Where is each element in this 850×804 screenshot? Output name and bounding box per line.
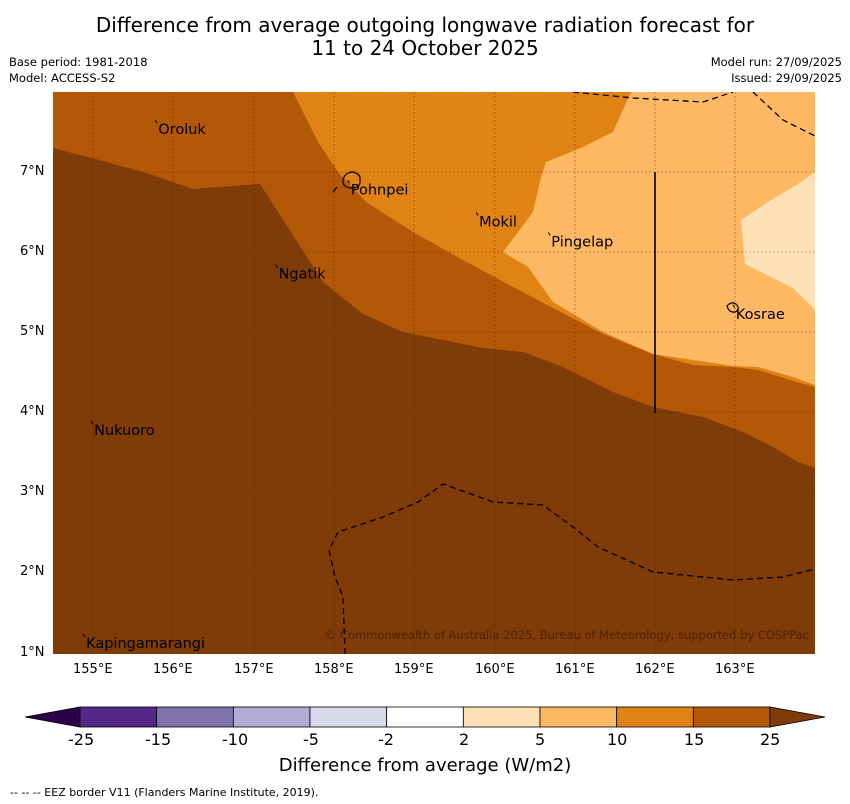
colorbar-tick-label: -25 <box>68 730 95 749</box>
colorbar-high-extend <box>769 706 826 728</box>
place-label-ngatik: Ngatik <box>279 267 327 283</box>
place-labels: Oroluk Pohnpei Mokil Pingelap Ngatik Kosrae Nu… <box>82 119 785 652</box>
place-marker <box>347 180 351 184</box>
colorbar-segment <box>79 706 158 728</box>
title-line-2: 11 to 24 October 2025 <box>311 36 539 60</box>
place-label-nukuoro: Nukuoro <box>94 423 155 439</box>
metadata-left: Base period: 1981-2018 Model: ACCESS-S2 <box>9 54 148 86</box>
x-tick-label: 155°E <box>73 662 113 677</box>
colorbar-tick-label: -5 <box>303 730 319 749</box>
map-panel: Oroluk Pohnpei Mokil Pingelap Ngatik Kosrae Nu… <box>53 92 815 654</box>
colorbar-tick-label: 2 <box>459 730 470 749</box>
x-tick-label: 157°E <box>234 662 274 677</box>
y-tick-label: 6°N <box>20 244 45 259</box>
band-5-10 <box>503 92 815 385</box>
place-label-mokil: Mokil <box>479 214 517 230</box>
x-tick-label: 163°E <box>715 662 755 677</box>
colorbar-segment <box>692 706 771 728</box>
place-marker <box>154 119 158 124</box>
x-tick-label: 156°E <box>153 662 193 677</box>
y-tick-label: 7°N <box>20 164 45 179</box>
y-tick-label: 1°N <box>20 645 45 660</box>
x-tick-label: 162°E <box>635 662 675 677</box>
place-marker <box>82 633 86 638</box>
eez-border <box>328 92 815 654</box>
colorbar <box>25 706 826 728</box>
place-label-pingelap: Pingelap <box>551 235 613 251</box>
x-tick-label: 161°E <box>555 662 595 677</box>
eez-footnote: -- -- -- EEZ border V11 (Flanders Marine… <box>10 786 319 799</box>
place-marker <box>275 264 279 268</box>
kosrae-outline <box>726 302 739 313</box>
title-line-1: Difference from average outgoing longwav… <box>95 13 755 37</box>
band-2-5 <box>741 172 815 310</box>
colorbar-tick-label: 5 <box>535 730 546 749</box>
y-tick-label: 2°N <box>20 564 45 579</box>
colorbar-segment <box>386 706 464 728</box>
metadata-right: Model run: 27/09/2025 Issued: 29/09/2025 <box>711 54 842 86</box>
colorbar-segment <box>232 706 311 728</box>
colorbar-segments <box>79 706 771 728</box>
x-tick-label: 158°E <box>314 662 354 677</box>
place-label-kosrae: Kosrae <box>736 307 785 323</box>
colorbar-title: Difference from average (W/m2) <box>278 755 572 776</box>
colorbar-tick-label: -10 <box>222 730 249 749</box>
place-marker <box>547 232 551 236</box>
place-marker <box>732 304 736 309</box>
colorbar-tick-label: -15 <box>145 730 172 749</box>
colorbar-segment <box>539 706 618 728</box>
gridlines <box>53 92 815 654</box>
place-marker <box>90 420 94 425</box>
y-tick-label: 5°N <box>20 324 45 339</box>
place-label-kapingamarangi: Kapingamarangi <box>86 636 205 652</box>
colorbar-segment <box>616 706 694 728</box>
chart-title: Difference from average outgoing longwav… <box>0 14 850 60</box>
y-tick-label: 3°N <box>20 484 45 499</box>
island-outlines <box>332 171 739 313</box>
colorbar-tick-label: 10 <box>607 730 628 749</box>
y-tick-label: 4°N <box>20 404 45 419</box>
colorbar-tick-label: 15 <box>684 730 705 749</box>
model-name: Model: ACCESS-S2 <box>9 71 116 85</box>
colorbar-tick-label: 25 <box>760 730 781 749</box>
colorbar-segment <box>462 706 541 728</box>
issued-date: Issued: 29/09/2025 <box>731 71 842 85</box>
base-period: Base period: 1981-2018 <box>9 55 148 69</box>
colorbar-segment <box>309 706 388 728</box>
place-label-oroluk: Oroluk <box>158 122 206 138</box>
colorbar-low-extend <box>25 706 81 728</box>
pohnpei-outline <box>342 171 361 189</box>
colorbar-segment <box>156 706 234 728</box>
x-tick-label: 160°E <box>475 662 515 677</box>
place-marker <box>475 212 479 216</box>
x-tick-label: 159°E <box>394 662 434 677</box>
place-label-pohnpei: Pohnpei <box>351 182 409 198</box>
colorbar-tick-label: -2 <box>378 730 394 749</box>
copyright-notice: © Commonwealth of Australia 2025, Bureau… <box>325 628 809 642</box>
model-run: Model run: 27/09/2025 <box>710 55 842 69</box>
